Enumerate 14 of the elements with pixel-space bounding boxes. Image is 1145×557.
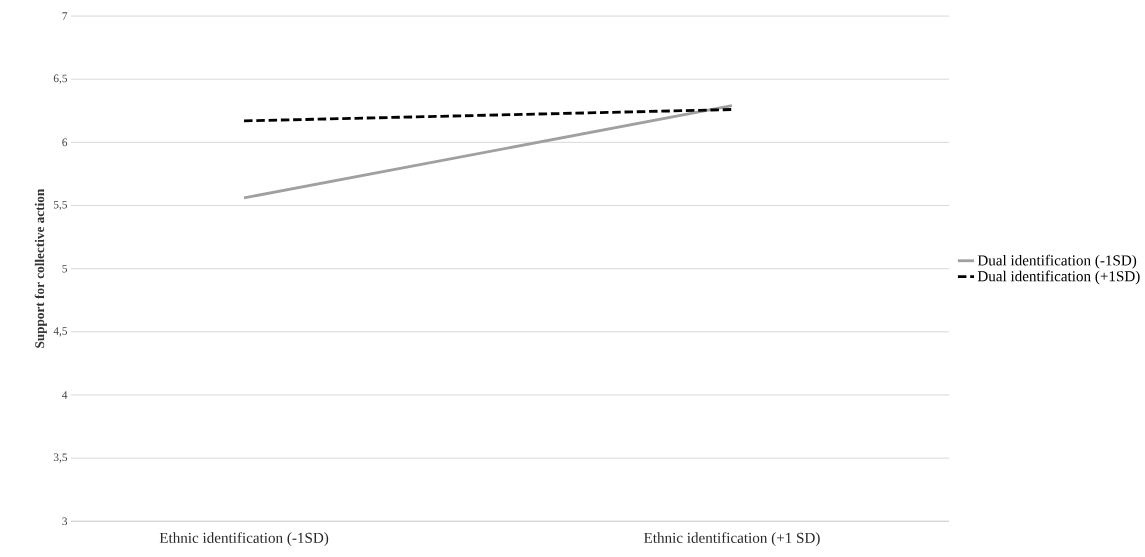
y-tick-label: 7: [62, 12, 68, 20]
y-tick-label: 5,5: [53, 200, 68, 211]
y-tick-label: 5: [62, 264, 68, 273]
y-axis-title: Support for collective action: [34, 188, 47, 348]
y-tick-label: 3,5: [53, 453, 68, 463]
y-tick-label: 6,5: [53, 74, 68, 84]
y-tick-label: 3: [62, 517, 68, 526]
y-tick-label: 4,5: [53, 327, 68, 337]
x-tick-label: Ethnic identification (-1SD): [159, 532, 329, 546]
legend-label: Dual identification (+1SD): [977, 270, 1140, 285]
legend-label: Dual identification (-1SD): [977, 254, 1137, 269]
y-tick-label: 4: [62, 391, 68, 399]
y-tick-label: 6: [62, 138, 68, 147]
x-tick-label: Ethnic identification (+1 SD): [644, 532, 820, 546]
